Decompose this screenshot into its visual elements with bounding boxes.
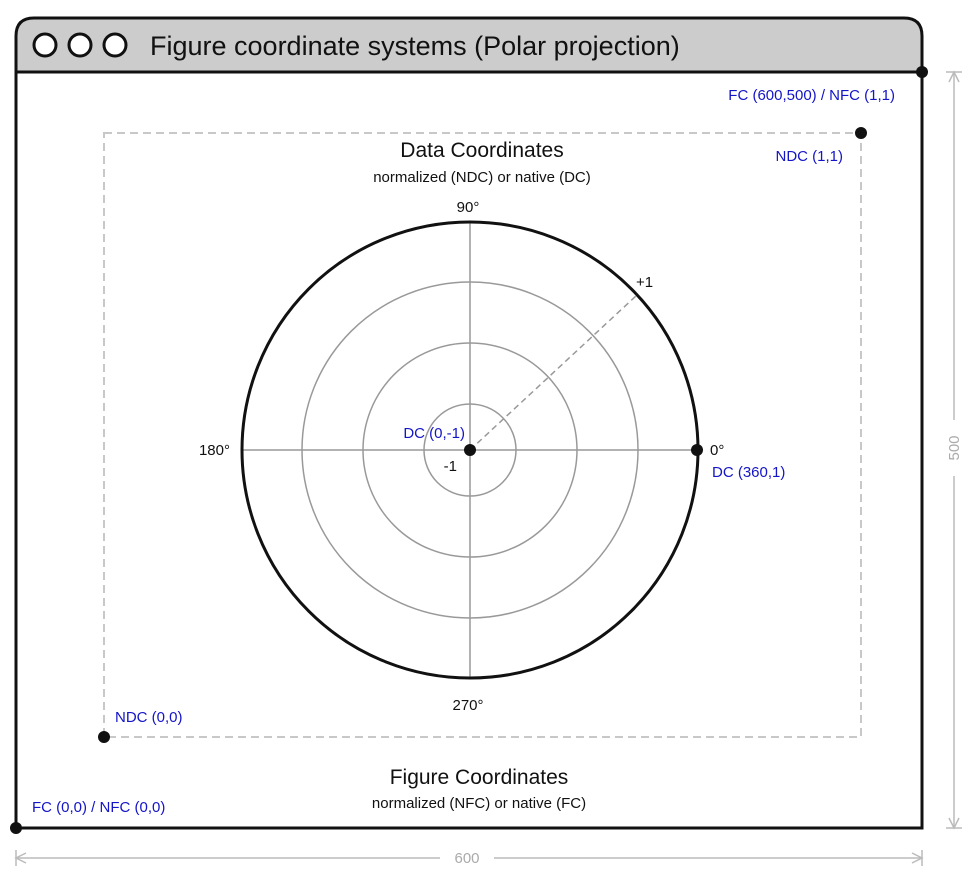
- figure-coordinates-subheading: normalized (NFC) or native (FC): [372, 795, 586, 812]
- fc-top-right-marker: [916, 66, 928, 78]
- figure-coordinates-heading: Figure Coordinates: [390, 766, 569, 789]
- edge-marker: [691, 444, 703, 456]
- angle-label-90: 90°: [457, 199, 480, 216]
- fc-bottom-left-marker: [10, 822, 22, 834]
- ndc-top-right-marker: [855, 127, 867, 139]
- center-marker: [464, 444, 476, 456]
- edge-coordinate-label: DC (360,1): [712, 464, 785, 481]
- height-dimension: [946, 70, 962, 830]
- angle-label-180: 180°: [199, 442, 230, 459]
- data-area-frame: [103, 132, 862, 738]
- close-button[interactable]: [32, 32, 58, 58]
- window-title: Figure coordinate systems (Polar project…: [150, 31, 680, 61]
- data-coordinates-heading: Data Coordinates: [400, 139, 563, 162]
- title-bar: [14, 16, 924, 74]
- data-coordinates-subheading: normalized (NDC) or native (DC): [373, 169, 591, 186]
- radius-dashed-line: [469, 294, 638, 451]
- angle-label-0: 0°: [710, 442, 724, 459]
- angle-label-270: 270°: [452, 697, 483, 714]
- ndc-top-right-label: NDC (1,1): [775, 148, 843, 165]
- minimize-button[interactable]: [67, 32, 93, 58]
- figure-frame: [14, 70, 924, 830]
- radius-max-label: +1: [636, 274, 653, 291]
- polar-grid: [242, 222, 698, 678]
- width-dimension: [14, 850, 924, 866]
- width-dimension-label: 600: [454, 850, 479, 867]
- fc-bottom-left-label: FC (0,0) / NFC (0,0): [32, 799, 165, 816]
- height-dimension-label: 500: [946, 435, 963, 460]
- radius-min-label: -1: [444, 458, 457, 475]
- center-coordinate-label: DC (0,-1): [403, 425, 465, 442]
- ndc-bottom-left-marker: [98, 731, 110, 743]
- maximize-button[interactable]: [102, 32, 128, 58]
- ndc-bottom-left-label: NDC (0,0): [115, 709, 183, 726]
- fc-top-right-label: FC (600,500) / NFC (1,1): [728, 87, 895, 104]
